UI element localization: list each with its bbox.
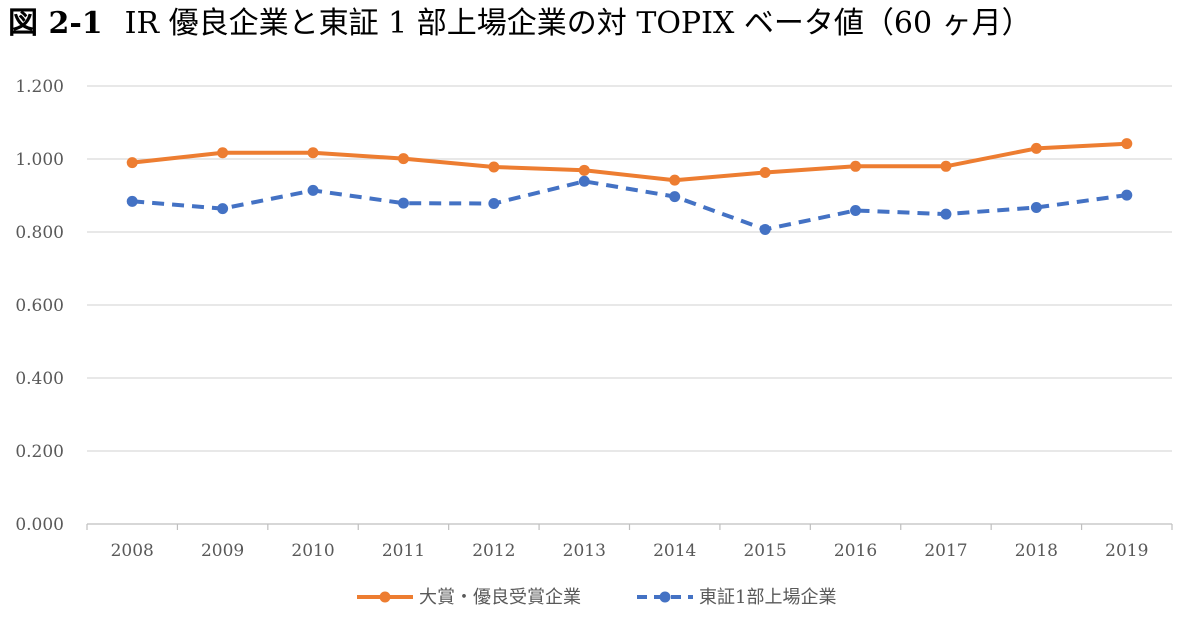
data-point — [397, 153, 409, 165]
x-tick-label: 2017 — [924, 541, 967, 561]
legend-label: 東証1部上場企業 — [699, 587, 836, 608]
x-tick-label: 2018 — [1015, 541, 1058, 561]
chart-title: 図 2-1 IR 優良企業と東証 1 部上場企業の対 TOPIX ベータ値（60 … — [8, 4, 1032, 44]
y-tick-label: 1.200 — [15, 77, 64, 97]
series-group — [126, 138, 1133, 235]
x-tick-label: 2008 — [111, 541, 154, 561]
data-point — [1030, 142, 1042, 154]
data-point — [1121, 189, 1133, 201]
x-tick-label: 2010 — [291, 541, 334, 561]
y-tick-label: 1.000 — [15, 150, 64, 170]
y-tick-label: 0.200 — [15, 442, 64, 462]
data-point — [1121, 138, 1133, 150]
x-tick-label: 2014 — [653, 541, 696, 561]
gridlines — [87, 85, 1172, 452]
x-tick-label: 2012 — [472, 541, 515, 561]
x-tick-label: 2016 — [834, 541, 877, 561]
data-point — [578, 175, 590, 187]
y-tick-label: 0.400 — [15, 369, 64, 389]
data-point — [307, 184, 319, 196]
series-line-1 — [130, 141, 1129, 183]
x-tick-label: 2013 — [563, 541, 606, 561]
data-point — [759, 167, 771, 179]
x-tick-label: 2015 — [743, 541, 786, 561]
data-point — [940, 160, 952, 172]
y-tick-label: 0.000 — [15, 515, 64, 535]
data-point — [488, 198, 500, 210]
data-point — [307, 147, 319, 159]
data-point — [126, 195, 138, 207]
data-point — [940, 208, 952, 220]
legend-swatch-marker — [379, 591, 391, 603]
x-tick-label: 2009 — [201, 541, 244, 561]
data-point — [669, 174, 681, 186]
x-tick-label: 2011 — [382, 541, 425, 561]
data-point — [126, 157, 138, 169]
y-tick-label: 0.800 — [15, 223, 64, 243]
data-point — [669, 191, 681, 203]
legend-swatch-marker — [659, 591, 671, 603]
axes: 0.000 0.200 0.400 0.600 0.800 1.000 1.200 2008 2… — [15, 77, 1173, 561]
data-point — [488, 161, 500, 173]
data-point — [850, 160, 862, 172]
title-text: IR 優良企業と東証 1 部上場企業の対 TOPIX ベータ値（60 ヶ月） — [124, 6, 1032, 41]
data-point — [578, 164, 590, 176]
legend-label: 大賞・優良受賞企業 — [419, 587, 581, 608]
data-point — [397, 197, 409, 209]
x-tick-label: 2019 — [1105, 541, 1148, 561]
data-point — [217, 203, 229, 215]
series-line-2 — [132, 179, 1128, 232]
legend: 大賞・優良受賞企業 東証1部上場企業 — [357, 587, 836, 608]
data-point — [759, 223, 771, 235]
data-point — [1030, 202, 1042, 214]
figure-number: 図 2-1 — [8, 6, 103, 41]
y-tick-label: 0.600 — [15, 296, 64, 316]
data-point — [217, 147, 229, 159]
data-point — [850, 204, 862, 216]
